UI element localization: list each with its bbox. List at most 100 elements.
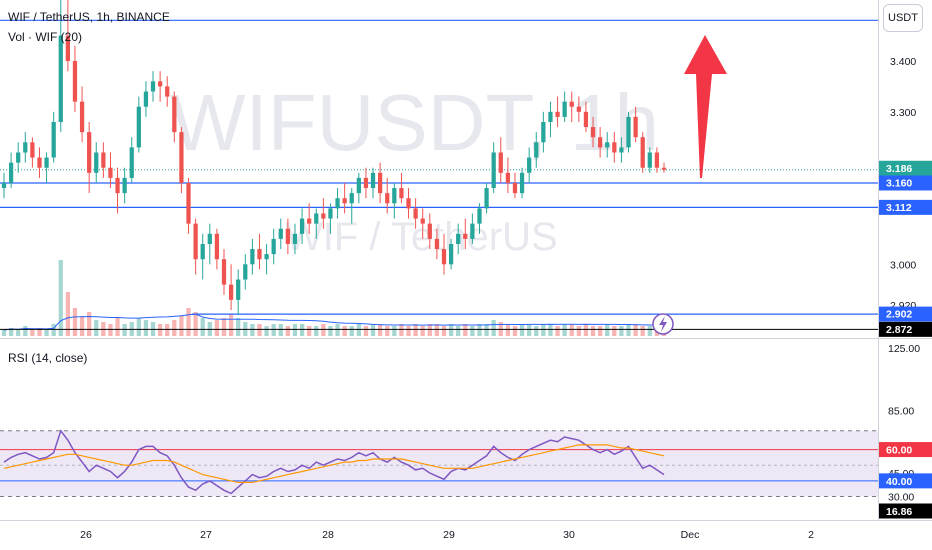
- candle-body: [406, 198, 411, 209]
- candle-body: [441, 249, 447, 265]
- candle-body: [307, 218, 312, 224]
- volume-bar: [441, 326, 447, 336]
- candles: [1, 0, 667, 316]
- volume-bar: [569, 324, 574, 336]
- volume-bar: [314, 326, 319, 336]
- volume-bar: [16, 330, 21, 336]
- price-axis[interactable]: 3.4003.3003.0002.9203.18647:343.1603.112…: [879, 56, 932, 337]
- time-tick-label: 27: [200, 529, 212, 541]
- volume-bar: [413, 324, 418, 336]
- candle-body: [143, 91, 149, 107]
- candle-body: [505, 172, 510, 183]
- volume-bar: [612, 326, 617, 336]
- candle-body: [654, 152, 660, 168]
- candle-body: [456, 233, 461, 244]
- lightning-icon[interactable]: [652, 313, 674, 335]
- volume-bar: [214, 320, 220, 336]
- candle-body: [385, 193, 390, 204]
- price-tag-box: [879, 321, 932, 337]
- rsi-pane: [0, 429, 878, 498]
- price-tag-box: [879, 306, 932, 322]
- candle-body: [370, 172, 376, 189]
- volume-bar: [619, 326, 624, 336]
- candle-body: [23, 142, 28, 153]
- candle-body: [633, 116, 638, 138]
- time-axis[interactable]: 26 27 28 29 30 Dec 2: [80, 529, 814, 541]
- candle-body: [72, 60, 78, 102]
- candle-body: [555, 111, 560, 117]
- candle-body: [58, 35, 63, 122]
- candle-body: [200, 243, 205, 260]
- rsi-tag-box: [879, 473, 932, 489]
- candle-body: [129, 147, 134, 178]
- candle-body: [292, 233, 298, 244]
- volume-ma-line: [3, 313, 665, 331]
- volume-bar: [228, 314, 234, 336]
- rsi-tick-label: 125.00: [888, 343, 920, 355]
- volume-bar: [385, 326, 390, 336]
- candle-body: [115, 177, 120, 194]
- candle-body: [101, 152, 106, 168]
- candle-body: [583, 111, 589, 128]
- volume-bar: [250, 324, 255, 336]
- candle-body: [278, 228, 283, 239]
- candle-body: [165, 86, 170, 97]
- volume-bar: [598, 326, 603, 336]
- price-tag-label: 2.872: [886, 324, 912, 336]
- volume-bar: [307, 326, 312, 336]
- volume-bar: [448, 324, 454, 336]
- price-tag-box: [879, 199, 932, 215]
- volume-bar: [562, 324, 567, 336]
- candle-body: [470, 223, 475, 239]
- volume-bar: [193, 312, 198, 336]
- volume-legend[interactable]: Vol · WIF (20): [8, 30, 82, 44]
- volume-bar: [122, 324, 127, 336]
- price-tag-label: 3.112: [886, 202, 912, 214]
- price-tag-label: 3.186: [886, 163, 912, 175]
- volume-bar: [186, 308, 191, 336]
- candle-body: [8, 162, 14, 183]
- candle-body: [94, 152, 99, 173]
- volume-bar: [640, 326, 645, 336]
- volume-bar: [257, 324, 262, 336]
- up-arrow-annotation[interactable]: [684, 35, 727, 178]
- candle-body: [519, 172, 525, 194]
- candle-body: [264, 254, 269, 260]
- candle-body: [30, 142, 35, 158]
- candle-body: [399, 188, 404, 199]
- candle-body: [65, 35, 70, 61]
- volume-bar: [79, 316, 85, 336]
- candle-body: [321, 213, 326, 219]
- volume-bar: [115, 318, 120, 336]
- time-tick-label: 28: [322, 529, 334, 541]
- volume-bar: [356, 324, 361, 336]
- candle-body: [172, 96, 177, 133]
- volume-bar: [44, 330, 49, 336]
- volume-bar: [378, 324, 383, 336]
- candle-body: [299, 218, 305, 234]
- rsi-legend[interactable]: RSI (14, close): [8, 351, 87, 365]
- candle-body: [427, 223, 432, 239]
- candle-body: [207, 233, 212, 244]
- candle-body: [527, 157, 532, 173]
- candle-body: [342, 198, 347, 204]
- volume-bar: [434, 324, 440, 336]
- volume-bar: [172, 320, 177, 336]
- rsi-band: [0, 430, 878, 497]
- candle-body: [16, 152, 21, 163]
- volume-bar: [65, 292, 70, 336]
- volume-bar: [512, 326, 518, 336]
- currency-button[interactable]: USDT: [883, 4, 923, 32]
- horizontal-levels[interactable]: [0, 19, 878, 330]
- volume-bar: [321, 324, 326, 336]
- symbol-title[interactable]: WIF / TetherUS, 1h, BINANCE: [8, 10, 170, 24]
- volume-bar: [72, 308, 78, 336]
- candle-body: [534, 142, 539, 158]
- price-tag-label: 3.160: [886, 177, 912, 189]
- rsi-tag-box: [879, 442, 932, 458]
- volume-bar: [285, 326, 290, 336]
- pane-structure: [0, 0, 932, 521]
- candle-body: [576, 106, 581, 112]
- volume-bar: [470, 326, 475, 336]
